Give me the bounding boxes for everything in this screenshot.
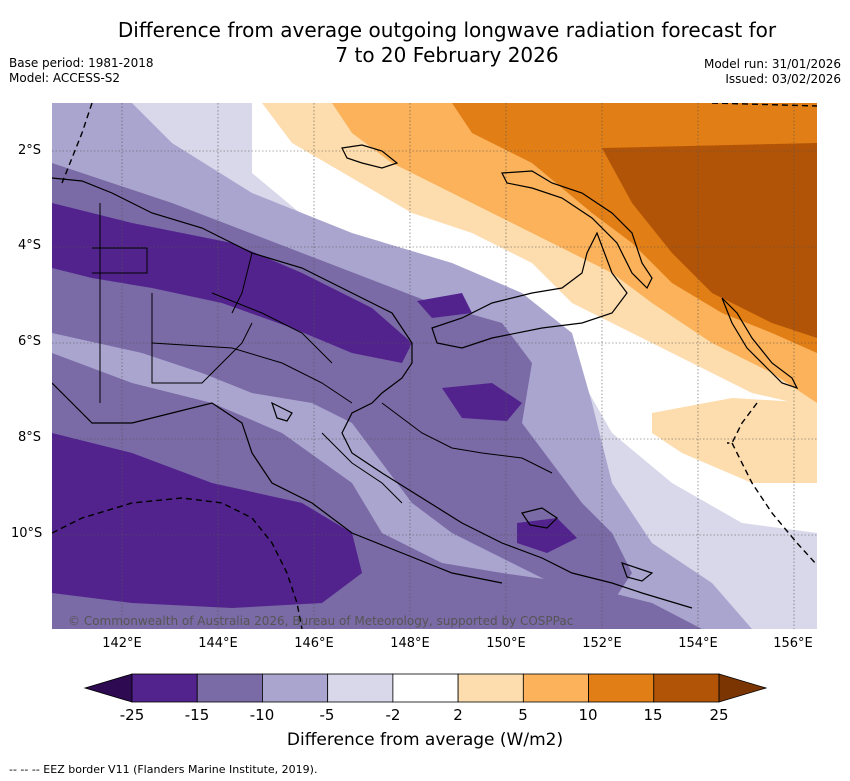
lon-label-154e: 154°E [678,636,718,651]
lat-label-2s: 2°S [18,143,42,158]
lat-label-6s: 6°S [18,334,42,349]
eez-border-northwest [61,102,93,184]
province-border-2 [151,293,253,384]
colorbar-tick-9: 15 [643,706,663,724]
eez-borders [51,102,818,630]
colorbar-tick-8: 10 [578,706,598,724]
coast-bougainville [721,297,799,390]
province-border-5 [231,252,253,314]
colorbar-tick-1: -25 [119,706,145,724]
province-border-6 [381,402,553,474]
colorbar-tick-2: -15 [184,706,210,724]
colorbar-bin [588,673,655,703]
colorbar-bin [392,673,459,703]
colorbar [83,673,768,703]
eez-border-east [727,402,758,444]
lon-label-144e: 144°E [198,636,238,651]
meta-right: Model run: 31/01/2026 Issued: 03/02/2026 [704,57,841,87]
lat-label-8s: 8°S [18,430,42,445]
forecast-map [51,102,818,630]
base-period: Base period: 1981-2018 [9,56,154,70]
model-run: Model run: 31/01/2026 [703,57,841,71]
eez-border-southwest [51,497,303,630]
colorbar-bin [196,673,263,703]
coast-islet-2 [621,562,654,582]
eez-border-southeast [731,442,818,566]
colorbar-bin [457,673,524,703]
eez-footnote: -- -- -- EEZ border V11 (Flanders Marine… [9,763,318,776]
field-dark-purple-spot-2 [442,383,522,421]
field-dark-purple-spot-3 [517,518,577,553]
colorbar-tick-3: -10 [249,706,275,724]
province-border-1 [92,247,148,274]
field-dark-purple-north [52,203,412,363]
colorbar-extend-low [83,673,133,703]
meta-left: Base period: 1981-2018 Model: ACCESS-S2 [9,56,154,86]
chart-title: Difference from average outgoing longwav… [0,18,850,68]
title-line-2: 7 to 20 February 2026 [335,43,559,67]
colorbar-tick-7: 5 [518,706,528,724]
lon-label-156e: 156°E [773,636,813,651]
lon-label-146e: 146°E [294,636,334,651]
coast-manus [341,144,399,169]
eez-border-northeast [711,102,818,107]
colorbar-bin [131,673,198,703]
lon-label-150e: 150°E [486,636,526,651]
coast-south-png [51,382,503,584]
lat-label-4s: 4°S [18,238,42,253]
colorbar-bin [327,673,394,703]
colorbar-bin [522,673,589,703]
colorbar-bin [262,673,329,703]
colorbar-tick-10: 25 [709,706,729,724]
field-dark-purple-spot-1 [417,293,472,318]
map-canvas [51,102,818,630]
copyright-notice: © Commonwealth of Australia 2026, Bureau… [68,614,574,628]
coast-new-britain [431,231,628,349]
model-name: Model: ACCESS-S2 [9,71,121,85]
colorbar-extend-high [718,673,768,703]
field-light-peach-east [652,398,817,483]
title-line-1: Difference from average outgoing longwav… [117,18,777,42]
field-dark-purple-south [52,433,362,608]
colorbar-tick-4: -5 [319,706,335,724]
field-dark-orange [602,143,817,338]
lon-label-148e: 148°E [390,636,430,651]
coast-new-ireland [501,170,653,290]
map-gridlines [52,103,817,629]
coastlines [51,144,799,609]
colorbar-bin [653,673,720,703]
coast-islet-1 [270,401,293,422]
province-borders [92,203,553,504]
coast-north-png [51,177,693,609]
issued-date: Issued: 03/02/2026 [725,72,841,86]
lat-label-10s: 10°S [11,526,43,541]
province-border-3 [151,342,353,404]
lon-label-152e: 152°E [582,636,622,651]
lon-label-142e: 142°E [102,636,142,651]
colorbar-title: Difference from average (W/m2) [286,730,564,750]
colorbar-tick-5: -2 [385,706,401,724]
province-border-7 [321,432,403,504]
coast-islet-3 [521,507,558,529]
colorbar-tick-6: 2 [453,706,463,724]
colorbar-bins [131,673,720,703]
